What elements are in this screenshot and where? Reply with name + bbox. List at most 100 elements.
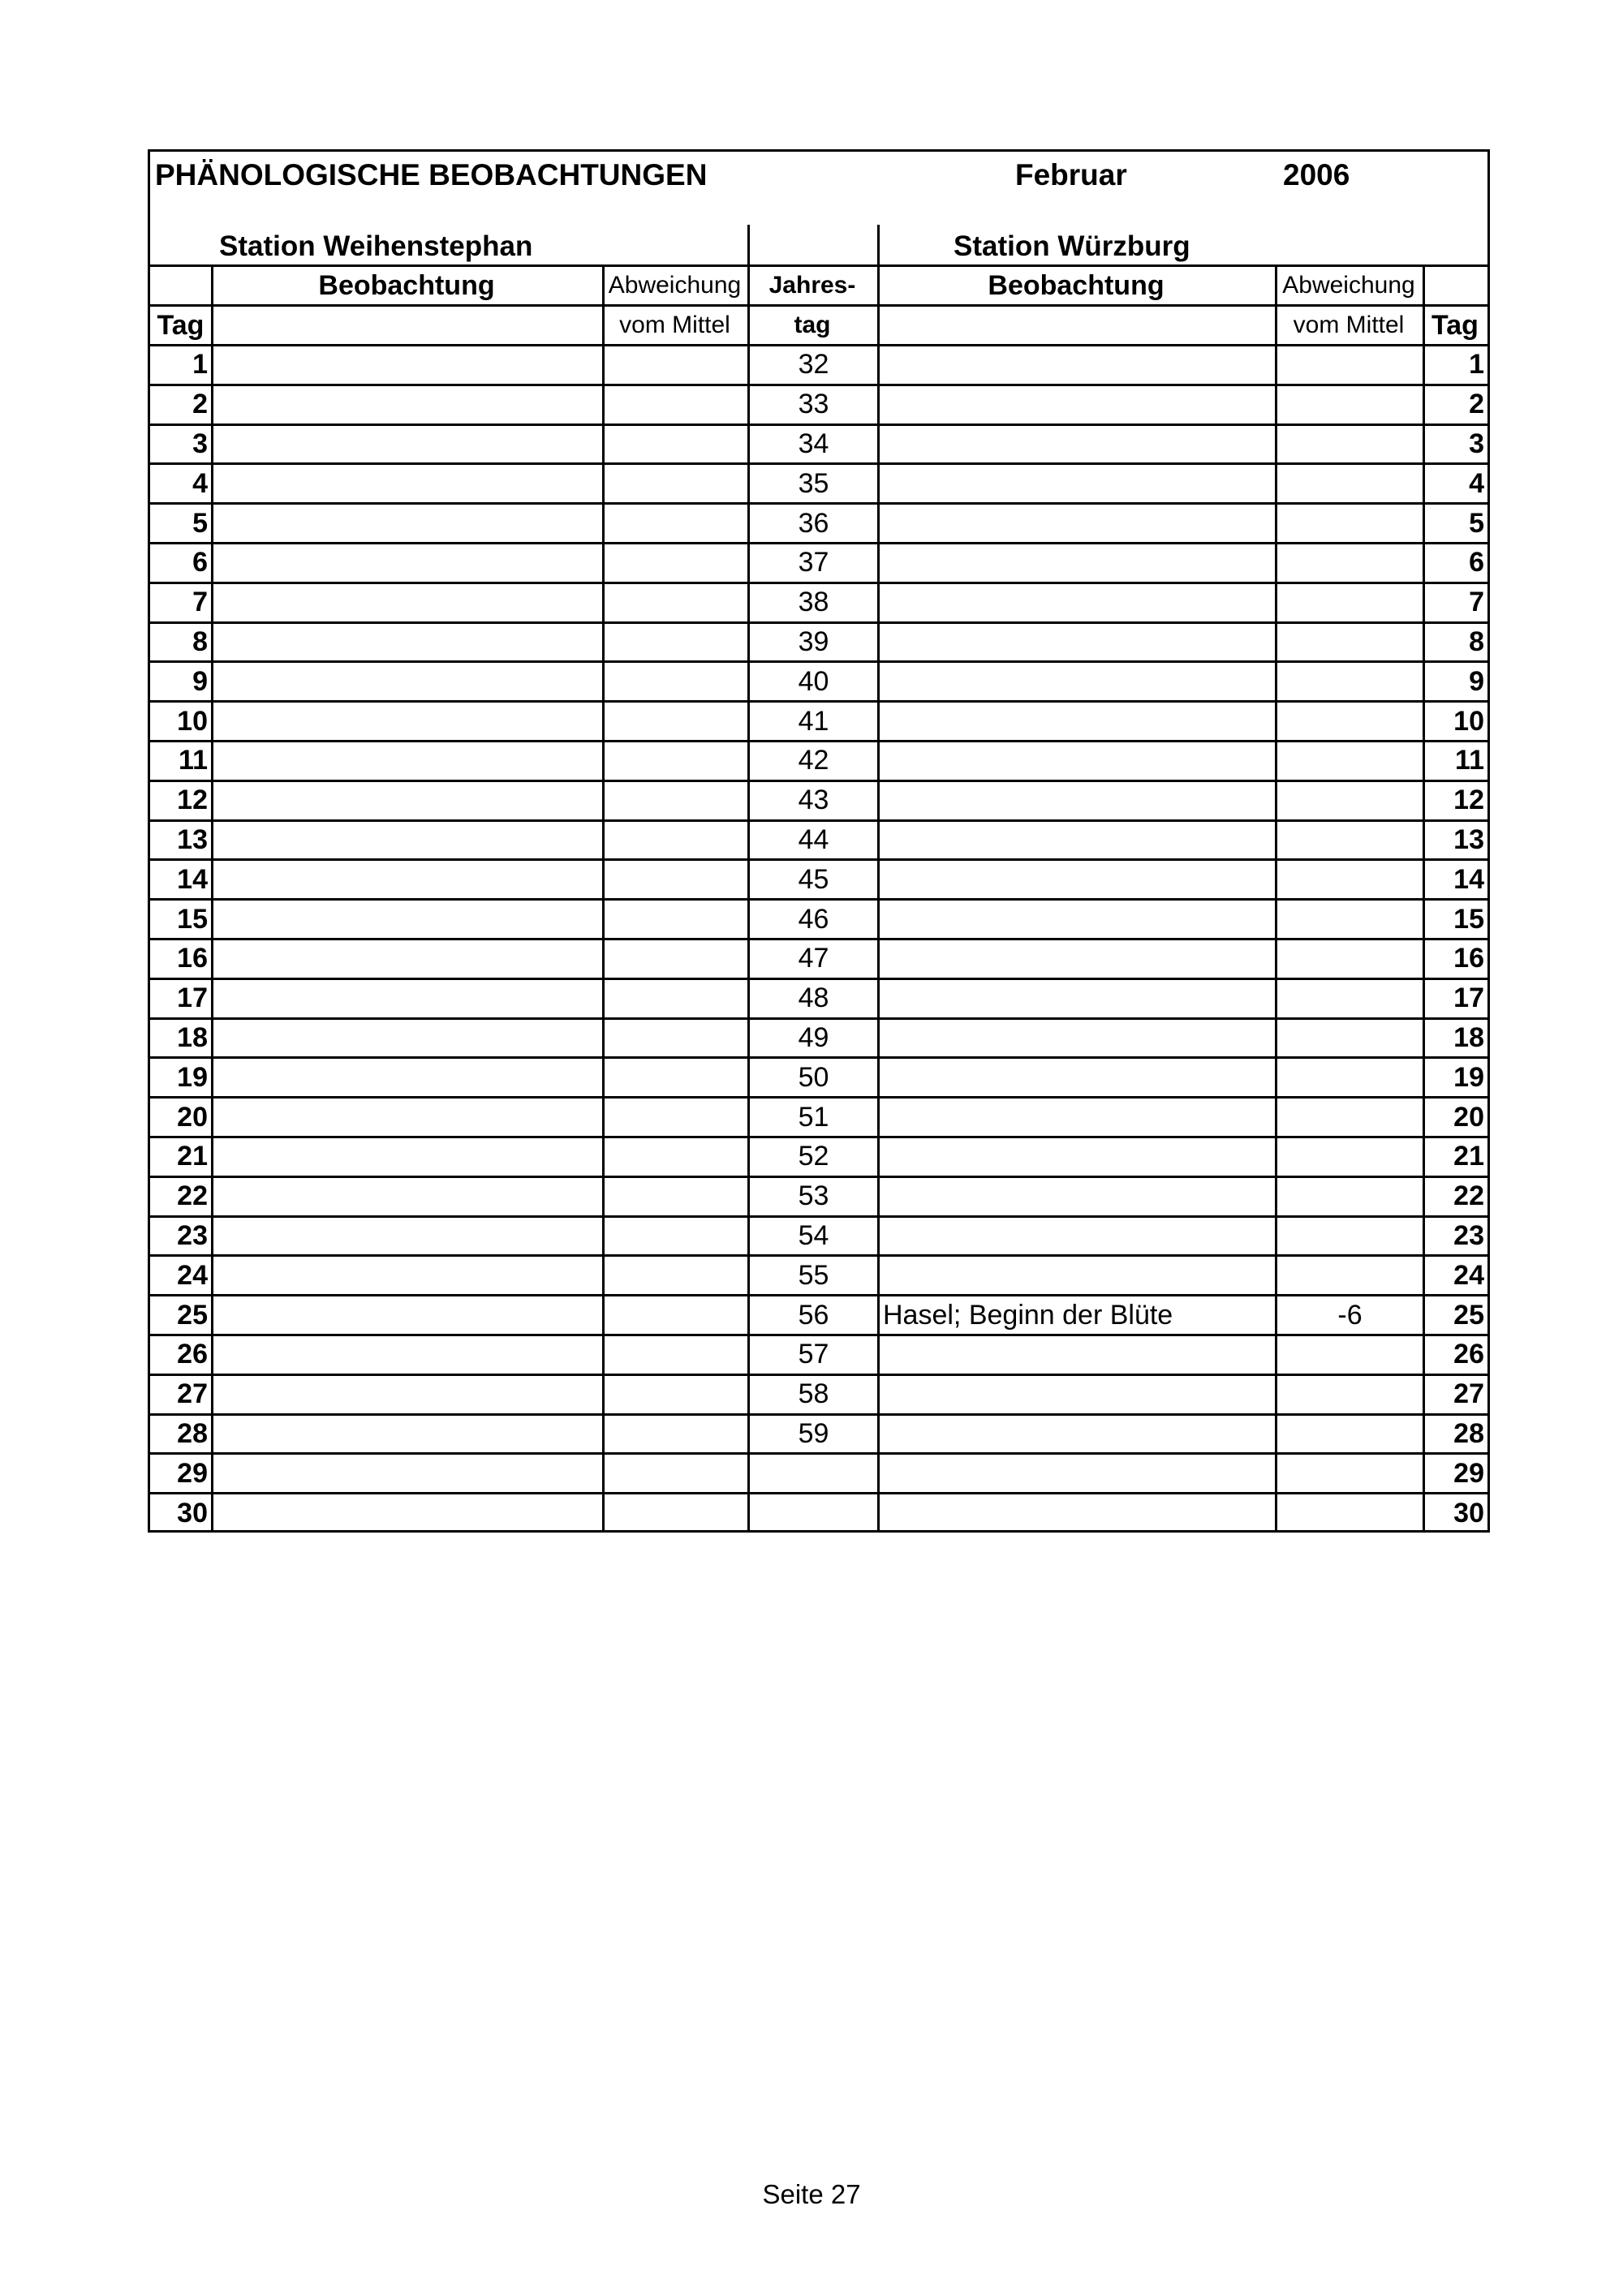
header-vom-mittel-right: vom Mittel (1293, 312, 1405, 338)
tag-cell-left: 12 (177, 785, 208, 816)
observation-cell-left (213, 822, 602, 859)
deviation-cell-right (1277, 980, 1423, 1017)
tag-cell-left: 29 (177, 1457, 208, 1489)
deviation-cell-left (605, 940, 747, 978)
tag-cell-right: 6 (1469, 547, 1484, 578)
observation-cell-left (213, 703, 602, 740)
tag-cell-right: 13 (1453, 823, 1484, 855)
jahrestag-cell: 34 (798, 428, 829, 459)
column-line (211, 264, 213, 1530)
observation-cell-right: Hasel; Beginn der Blüte (883, 1299, 1173, 1331)
header-tag-jahrestag: tag (794, 312, 831, 338)
tag-cell-left: 7 (192, 587, 208, 618)
observation-cell-right (880, 901, 1275, 938)
row-divider (150, 1096, 1487, 1099)
deviation-cell-right (1277, 822, 1423, 859)
row-divider (150, 1056, 1487, 1060)
observation-cell-left (213, 940, 602, 978)
tag-cell-right: 26 (1453, 1339, 1484, 1370)
deviation-cell-right (1277, 505, 1423, 542)
observation-cell-right (880, 861, 1275, 898)
row-divider (150, 819, 1487, 822)
jahrestag-cell: 45 (798, 863, 829, 895)
tag-cell-left: 4 (192, 467, 208, 499)
tag-cell-right: 29 (1453, 1457, 1484, 1489)
deviation-cell-right (1277, 1178, 1423, 1215)
tag-cell-right: 10 (1453, 705, 1484, 737)
jahrestag-cell: 35 (798, 467, 829, 499)
row-divider (150, 383, 1487, 386)
tag-cell-left: 23 (177, 1219, 208, 1251)
deviation-cell-right (1277, 663, 1423, 700)
deviation-cell-right (1277, 465, 1423, 502)
observation-cell-left (213, 980, 602, 1017)
row-divider (150, 660, 1487, 664)
column-line (877, 225, 880, 1530)
observation-cell-right (880, 1376, 1275, 1413)
jahrestag-cell (750, 1494, 877, 1532)
deviation-cell-right (1277, 1059, 1423, 1096)
row-divider (150, 1294, 1487, 1297)
jahrestag-cell: 38 (798, 587, 829, 618)
tag-cell-left: 16 (177, 943, 208, 974)
jahrestag-cell: 49 (798, 1021, 829, 1053)
observation-cell-left (213, 1178, 602, 1215)
observation-cell-right (880, 980, 1275, 1017)
column-line (602, 264, 605, 1530)
row-divider (150, 938, 1487, 940)
observation-cell-left (213, 1218, 602, 1255)
deviation-cell-right (1277, 584, 1423, 621)
observation-cell-right (880, 1257, 1275, 1294)
deviation-cell-right (1277, 346, 1423, 384)
observation-cell-left (213, 584, 602, 621)
tag-cell-left: 20 (177, 1101, 208, 1133)
deviation-cell-left (605, 1059, 747, 1096)
observation-cell-right (880, 465, 1275, 502)
deviation-cell-right (1277, 940, 1423, 978)
deviation-cell-right (1277, 901, 1423, 938)
header-beobachtung-right: Beobachtung (988, 269, 1165, 301)
observation-cell-right (880, 782, 1275, 819)
observation-cell-left (213, 782, 602, 819)
observation-cell-right (880, 742, 1275, 780)
observation-cell-right (880, 426, 1275, 463)
deviation-cell-left (605, 505, 747, 542)
observation-cell-right (880, 1494, 1275, 1532)
tag-cell-right: 30 (1453, 1497, 1484, 1529)
divider (150, 304, 1487, 307)
divider (150, 344, 1487, 346)
deviation-cell-left (605, 584, 747, 621)
tag-cell-left: 30 (177, 1497, 208, 1529)
row-divider (150, 462, 1487, 466)
deviation-cell-left (605, 663, 747, 700)
deviation-cell-right: -6 (1337, 1299, 1363, 1331)
jahrestag-cell: 56 (798, 1299, 829, 1331)
observation-cell-right (880, 1020, 1275, 1057)
tag-cell-left: 18 (177, 1021, 208, 1053)
row-divider (150, 1412, 1487, 1416)
observation-cell-left (213, 386, 602, 424)
tag-cell-left: 28 (177, 1417, 208, 1449)
deviation-cell-right (1277, 1138, 1423, 1176)
observation-cell-left (213, 1138, 602, 1176)
tag-cell-right: 28 (1453, 1417, 1484, 1449)
observation-cell-left (213, 1020, 602, 1057)
tag-cell-left: 15 (177, 903, 208, 935)
tag-cell-left: 5 (192, 507, 208, 539)
jahrestag-cell: 43 (798, 785, 829, 816)
tag-cell-right: 16 (1453, 943, 1484, 974)
observation-cell-right (880, 1099, 1275, 1136)
deviation-cell-left (605, 980, 747, 1017)
tag-cell-right: 12 (1453, 785, 1484, 816)
tag-cell-right: 7 (1469, 587, 1484, 618)
tag-cell-right: 8 (1469, 626, 1484, 657)
deviation-cell-left (605, 1455, 747, 1492)
deviation-cell-left (605, 1416, 747, 1453)
tag-cell-left: 1 (192, 349, 208, 381)
column-line (747, 225, 750, 1530)
tag-cell-right: 14 (1453, 863, 1484, 895)
tag-cell-right: 5 (1469, 507, 1484, 539)
observation-cell-left (213, 861, 602, 898)
deviation-cell-left (605, 703, 747, 740)
deviation-cell-right (1277, 1416, 1423, 1453)
